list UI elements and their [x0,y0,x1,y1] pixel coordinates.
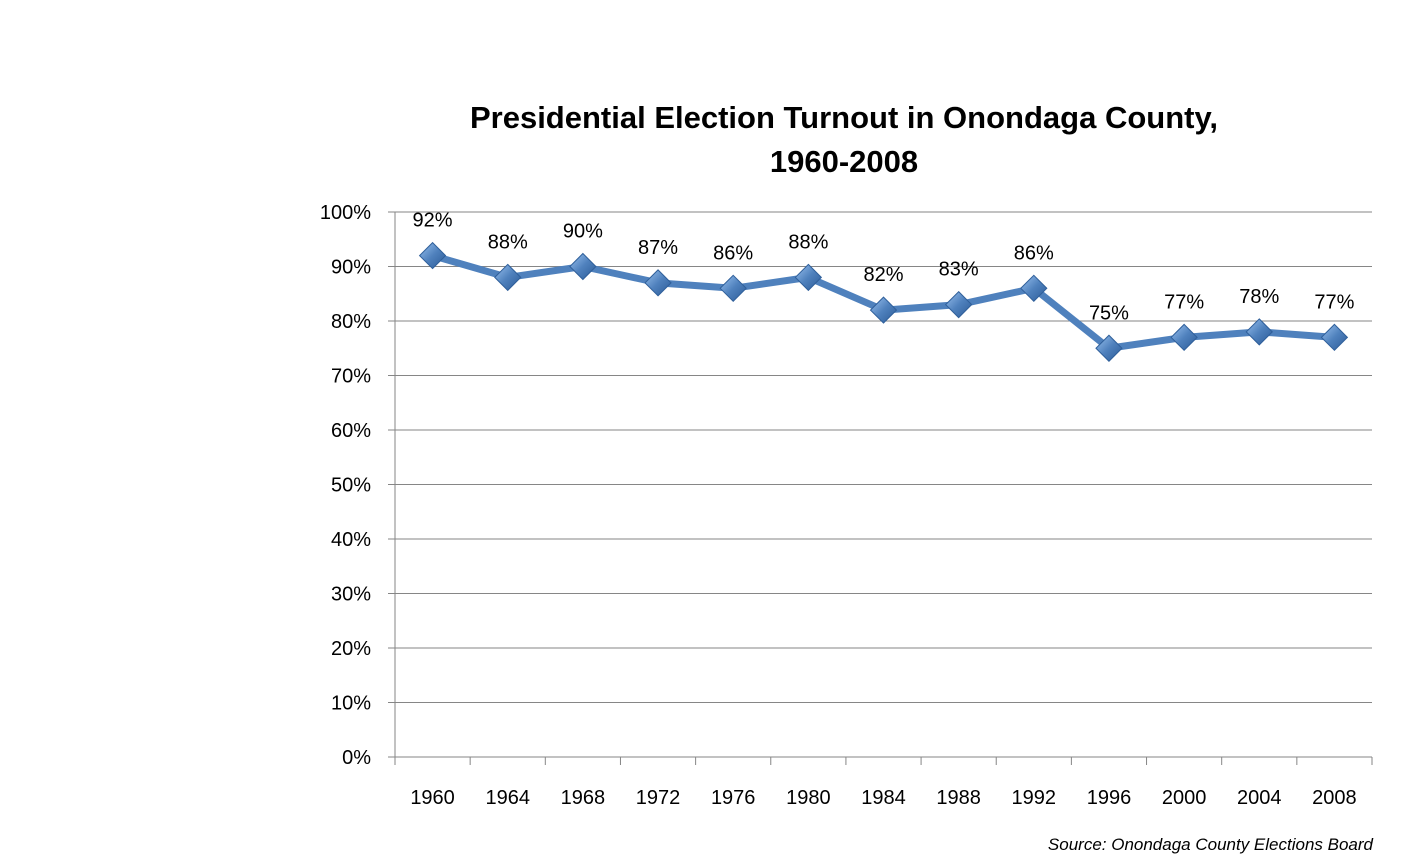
x-tick-label: 1960 [410,787,455,809]
x-tick-label: 2008 [1312,787,1357,809]
data-point [1245,318,1273,346]
data-point [494,263,522,292]
data-label: 78% [1239,286,1279,308]
data-point [1020,274,1048,303]
x-tick-label: 1992 [1012,787,1057,809]
data-point [794,263,823,292]
y-tick-label: 60% [331,420,371,442]
x-tick-label: 1980 [786,787,831,809]
x-tick-label: 1988 [936,787,981,809]
x-tick-label: 1964 [485,787,530,809]
data-label: 83% [939,259,979,281]
source-note: Source: Onondaga County Elections Board [1047,835,1373,854]
data-point [1170,323,1198,352]
chart-title-line2: 1960-2008 [769,144,919,179]
y-tick-label: 30% [331,584,371,606]
data-label: 77% [1164,291,1204,313]
y-tick-label: 0% [342,747,371,769]
data-label: 77% [1314,291,1354,313]
data-point [1095,334,1123,362]
data-label: 88% [488,231,528,253]
x-tick-label: 2000 [1162,787,1207,809]
data-label: 75% [1089,302,1129,324]
x-tick-label: 1968 [561,787,606,809]
x-tick-label: 1972 [636,787,681,809]
data-label: 87% [638,237,678,259]
chart-title: Presidential Election Turnout in Onondag… [344,96,1344,184]
chart-title-line1: Presidential Election Turnout in Onondag… [469,100,1219,135]
y-tick-label: 50% [331,475,371,497]
y-tick-label: 100% [320,202,371,224]
y-tick-label: 40% [331,529,371,551]
data-label: 92% [413,210,453,232]
data-point [869,296,898,324]
x-tick-label: 2004 [1237,787,1282,809]
y-tick-label: 10% [331,693,371,715]
data-point [944,290,973,319]
data-point [569,252,597,281]
y-tick-label: 70% [331,366,371,388]
x-tick-label: 1984 [861,787,906,809]
y-tick-label: 20% [331,638,371,660]
x-tick-label: 1976 [711,787,756,809]
y-tick-label: 80% [331,311,371,333]
x-tick-label: 1996 [1087,787,1132,809]
data-label: 86% [713,242,753,264]
data-label: 82% [863,264,903,286]
data-point [719,274,747,303]
data-label: 88% [788,231,828,253]
y-tick-label: 90% [331,257,371,279]
data-label: 90% [563,221,603,243]
data-point [418,241,447,270]
data-point [1320,323,1349,352]
data-point [644,269,672,297]
data-label: 86% [1014,242,1054,264]
